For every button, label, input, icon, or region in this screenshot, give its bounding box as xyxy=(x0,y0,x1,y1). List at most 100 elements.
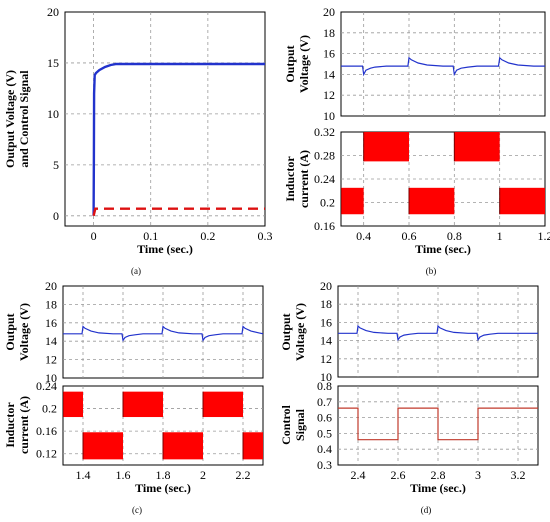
y-tick-label: 20 xyxy=(47,5,59,19)
y-tick-label: 16 xyxy=(323,47,335,61)
y-tick-label: 0.6 xyxy=(317,411,332,425)
x-tick-label: 1.2 xyxy=(538,229,550,243)
x-tick-label: 2.8 xyxy=(431,468,446,482)
x-axis-label: Time (sec.) xyxy=(415,242,471,256)
y-tick-label: 10 xyxy=(323,109,335,123)
y-axis-label-line: Voltage (V) xyxy=(293,303,307,361)
y-tick-label: 0.24 xyxy=(36,379,57,393)
y-axis-label-line: Voltage (V) xyxy=(297,35,311,93)
y-axis-label-line: Voltage (V) xyxy=(17,303,31,361)
y-tick-label: 20 xyxy=(320,279,332,293)
x-tick-label: 2.6 xyxy=(391,468,406,482)
panel-b-top: 10 12 14 16 18 20 OutputVoltage (V) xyxy=(283,5,545,123)
y-axis-label-line: current (A) xyxy=(17,396,31,454)
y-tick-label: 0.16 xyxy=(314,219,335,233)
panel-caption: (d) xyxy=(421,505,432,515)
ripple-band-4 xyxy=(203,392,243,417)
y-axis-label-line: Inductor xyxy=(283,156,297,202)
y-axis-label-line: Inductor xyxy=(3,402,17,448)
ripple-band-5 xyxy=(243,432,263,459)
y-tick-label: 0.2 xyxy=(42,402,57,416)
panel-caption: (a) xyxy=(131,266,141,276)
ripple-band-3 xyxy=(163,432,203,459)
panel-b-bottom: 0.16 0.2 0.24 0.28 0.32 0.4 0.6 0.8 1 1.2 Time (se… xyxy=(283,125,550,276)
x-tick-label: 2.2 xyxy=(236,468,251,482)
x-tick-label: 1.4 xyxy=(76,468,91,482)
y-tick-label: 16 xyxy=(45,316,57,330)
y-axis-label-line: Output xyxy=(283,45,297,82)
y-tick-label: 0.4 xyxy=(317,442,332,456)
y-tick-label: 0.16 xyxy=(36,424,57,438)
y-tick-label: 16 xyxy=(320,315,332,329)
x-tick-label: 2.4 xyxy=(351,468,366,482)
y-axis-label-line: Output xyxy=(279,313,293,350)
y-tick-label: 0 xyxy=(53,209,59,223)
x-tick-label: 0.6 xyxy=(402,229,417,243)
y-tick-label: 18 xyxy=(323,26,335,40)
x-axis-label: Time (sec.) xyxy=(410,481,466,495)
y-tick-label: 0.12 xyxy=(36,447,57,461)
x-tick-label: 0.1 xyxy=(143,229,158,243)
ripple-band-0 xyxy=(341,188,364,214)
x-tick-label: 1.8 xyxy=(156,468,171,482)
ripple-band-1 xyxy=(83,432,123,459)
y-axis-label: ControlSignal xyxy=(279,404,307,444)
ripple-band-4 xyxy=(500,188,545,214)
y-tick-label: 18 xyxy=(320,297,332,311)
y-axis-label: Inductorcurrent (A) xyxy=(283,150,311,208)
y-axis-label-line: Output Voltage (V) xyxy=(3,70,17,168)
y-tick-label: 5 xyxy=(53,158,59,172)
x-tick-label: 1 xyxy=(497,229,503,243)
x-tick-label: 0.2 xyxy=(200,229,215,243)
y-tick-label: 0.32 xyxy=(314,125,335,139)
y-tick-label: 20 xyxy=(323,5,335,19)
ripple-band-2 xyxy=(123,392,163,417)
y-axis-label: OutputVoltage (V) xyxy=(283,35,311,93)
y-tick-label: 14 xyxy=(320,334,332,348)
y-tick-label: 14 xyxy=(45,334,57,348)
ripple-band-3 xyxy=(454,132,499,161)
panel-caption: (c) xyxy=(132,505,142,515)
x-tick-label: 3.2 xyxy=(511,468,526,482)
ripple-band-1 xyxy=(364,132,409,161)
y-tick-label: 0.7 xyxy=(317,395,332,409)
y-tick-label: 12 xyxy=(45,353,57,367)
y-axis-label: OutputVoltage (V) xyxy=(3,303,31,361)
panel-caption: (b) xyxy=(426,266,437,276)
y-tick-label: 15 xyxy=(47,56,59,70)
y-tick-label: 0.24 xyxy=(314,172,335,186)
x-axis-label: Time (sec.) xyxy=(137,242,193,256)
y-tick-label: 20 xyxy=(45,279,57,293)
x-tick-label: 0.4 xyxy=(356,229,371,243)
y-tick-label: 0.3 xyxy=(317,458,332,472)
y-tick-label: 0.5 xyxy=(317,426,332,440)
y-tick-label: 18 xyxy=(45,297,57,311)
y-axis-label: Inductorcurrent (A) xyxy=(3,396,31,454)
panel-c-bottom: 0.12 0.16 0.2 0.24 1.4 1.6 1.8 2 2.2 Time (sec.) I… xyxy=(3,379,263,515)
x-axis-label: Time (sec.) xyxy=(135,481,191,495)
y-tick-label: 10 xyxy=(47,107,59,121)
y-tick-label: 12 xyxy=(323,88,335,102)
y-tick-label: 0.28 xyxy=(314,149,335,163)
y-tick-label: 0.8 xyxy=(317,379,332,393)
y-tick-label: 14 xyxy=(323,67,335,81)
ripple-band-2 xyxy=(409,188,454,214)
y-axis-label-line: Control xyxy=(279,404,293,444)
y-axis-label-line: current (A) xyxy=(297,150,311,208)
x-tick-label: 0 xyxy=(91,229,97,243)
y-axis-label-line: Signal xyxy=(293,408,307,441)
x-tick-label: 2 xyxy=(200,468,206,482)
y-axis-label: Output Voltage (V)and Control Signal xyxy=(3,70,31,168)
y-axis-label-line: Output xyxy=(3,313,17,350)
y-tick-label: 0.2 xyxy=(320,196,335,210)
y-axis-label: OutputVoltage (V) xyxy=(279,303,307,361)
x-tick-label: 1.6 xyxy=(116,468,131,482)
ripple-band-0 xyxy=(63,392,83,417)
x-tick-label: 0.8 xyxy=(447,229,462,243)
